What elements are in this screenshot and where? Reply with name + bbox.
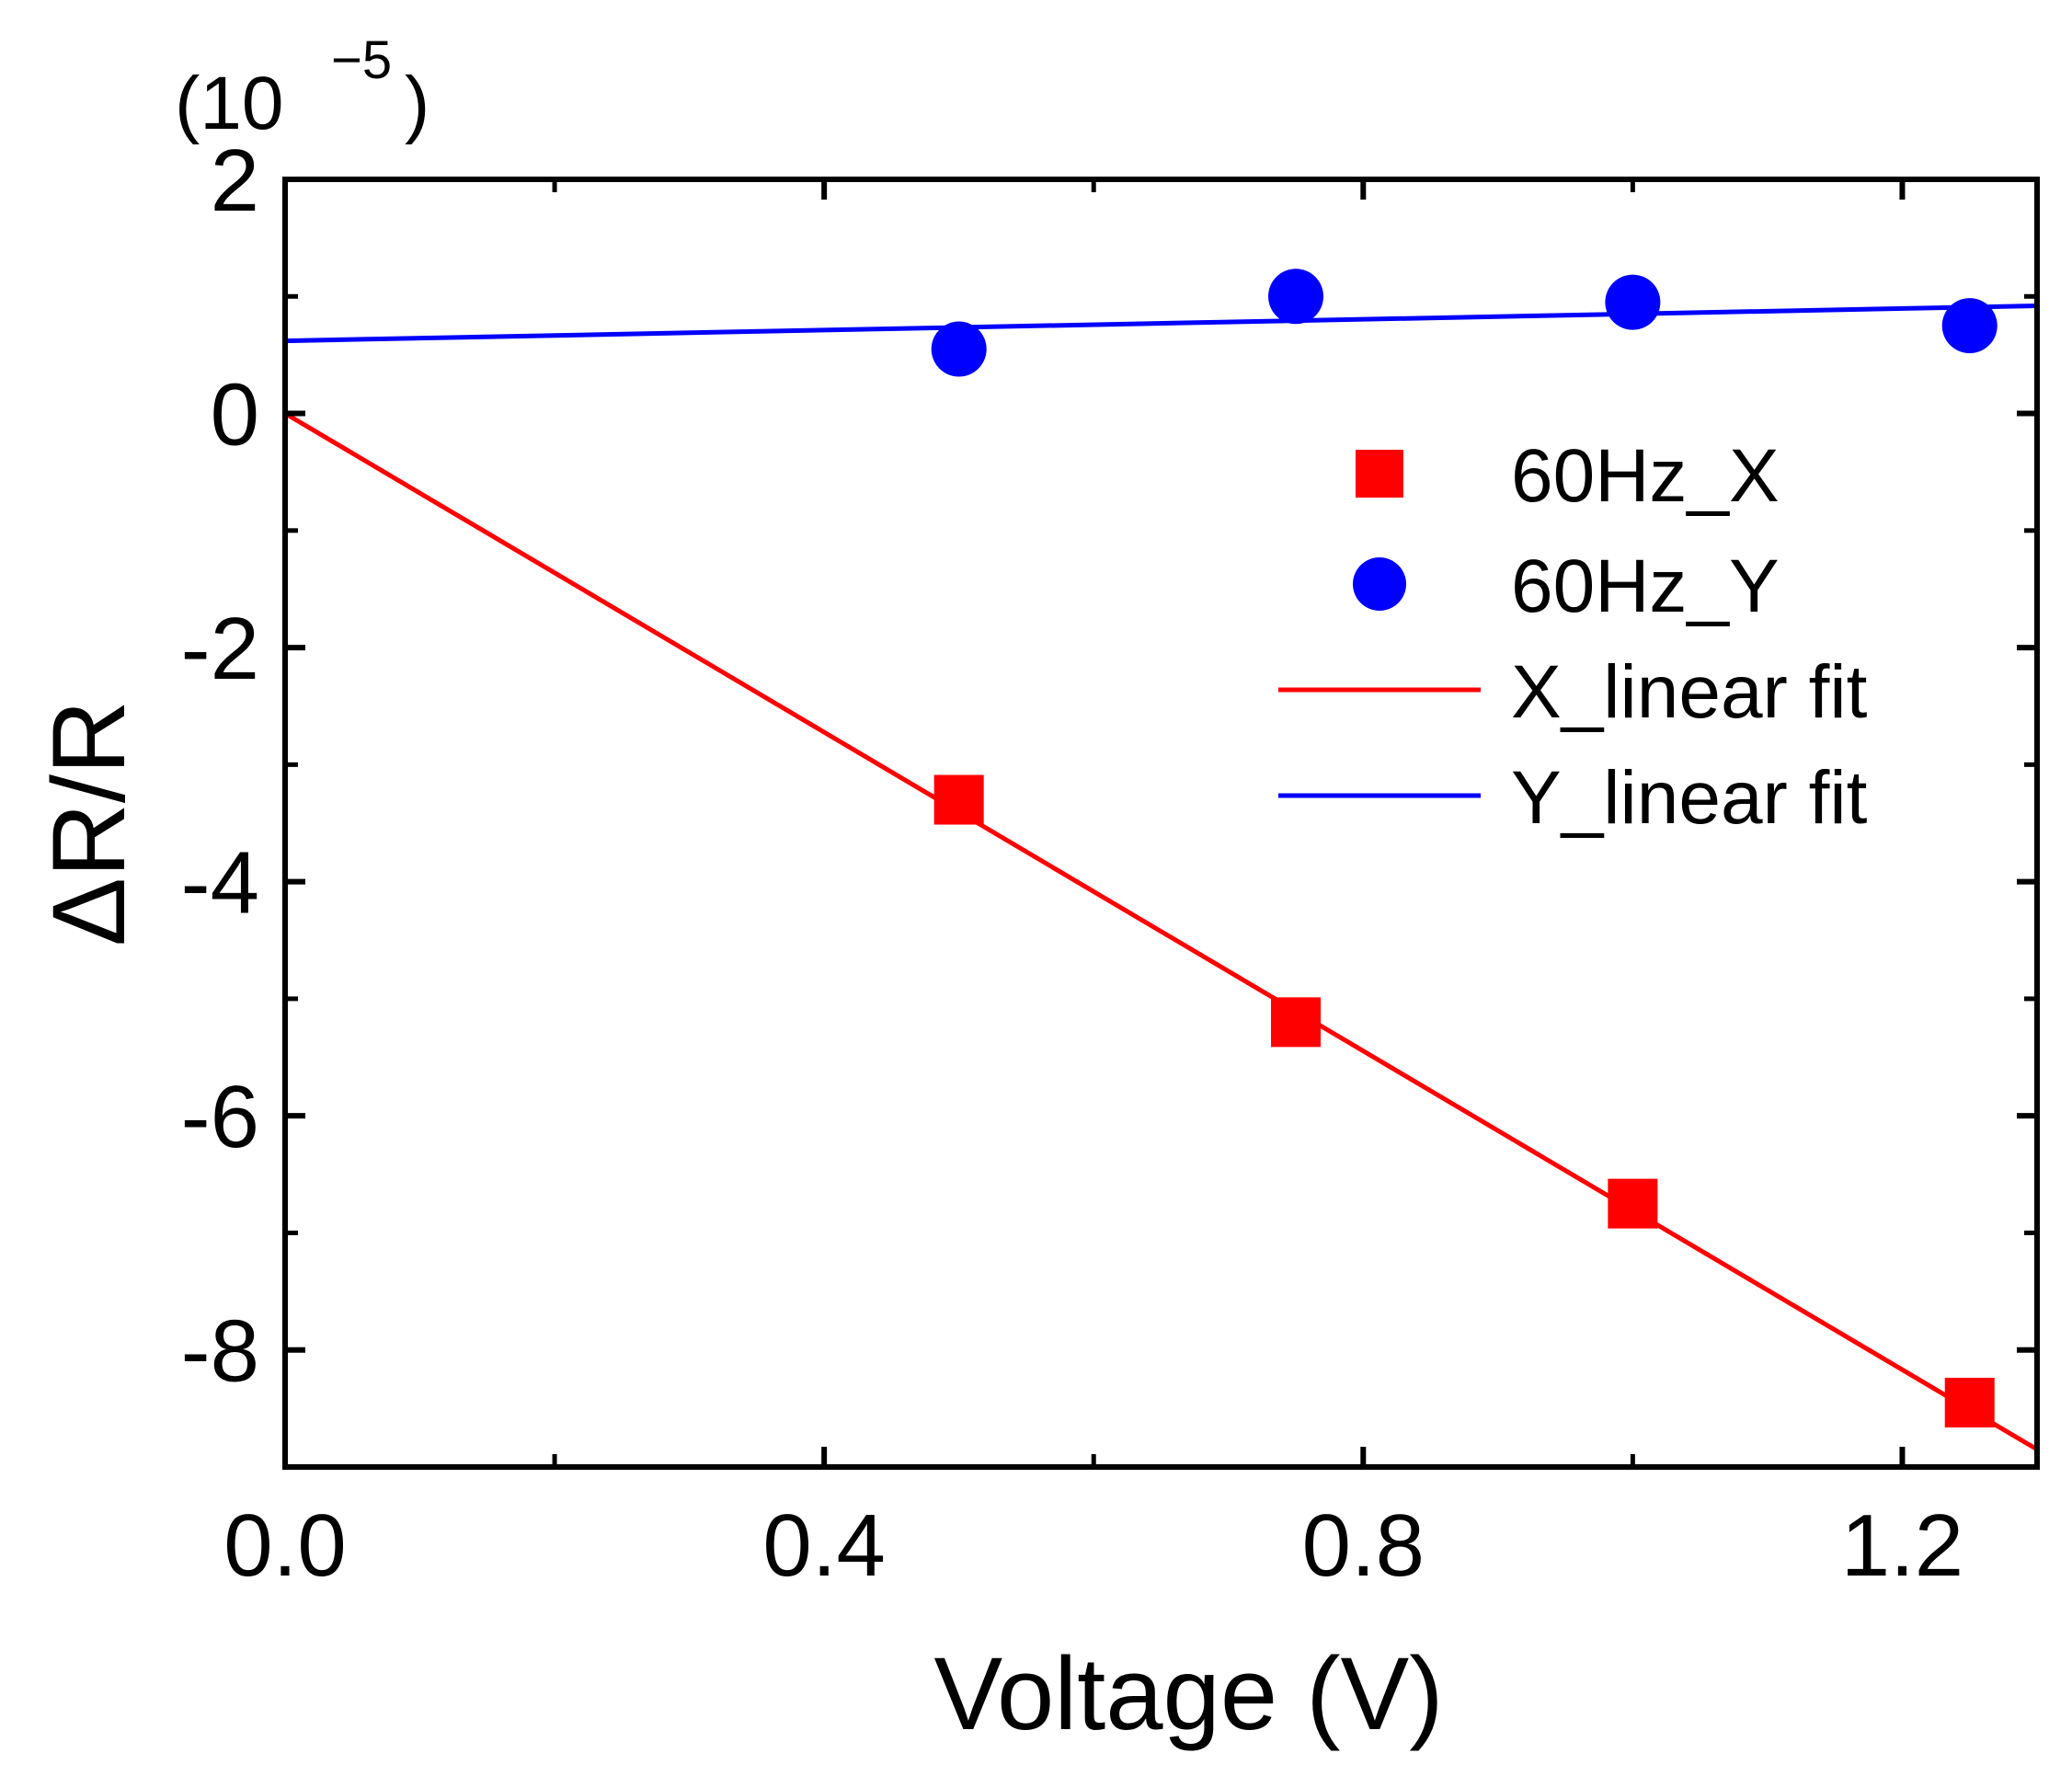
data-point-circle-3	[1941, 298, 1998, 354]
axes: 0.0 0.4 0.8 1.2 2 0 -2 -4 -6 -8	[181, 132, 2040, 1595]
fit-line-3	[285, 304, 2037, 344]
y-axis-title: ΔR/R	[31, 700, 146, 946]
legend-label-1: 60Hz_Y	[1511, 544, 1780, 628]
legend-label-0: 60Hz_X	[1511, 434, 1780, 518]
legend-label-3: Y_linear fit	[1511, 756, 1868, 840]
data-point-square-1	[1271, 997, 1322, 1048]
legend: 60Hz_X 60Hz_Y X_linear fit Y_linear fit	[1278, 434, 1868, 840]
data-point-square-3	[1944, 1378, 1995, 1427]
x-tick-label: 0.4	[762, 1496, 885, 1595]
data-point-circle-0	[931, 321, 987, 377]
y-multiplier-close: )	[405, 62, 429, 145]
x-tick-label: 0.0	[223, 1496, 346, 1595]
legend-square-marker	[1356, 450, 1403, 498]
y-tick-label: -2	[181, 600, 259, 698]
legend-label-2: X_linear fit	[1511, 650, 1868, 734]
data-point-circle-1	[1268, 269, 1324, 325]
y-tick-label: 2	[211, 132, 259, 230]
data-point-circle-2	[1605, 274, 1661, 330]
y-tick-label: -4	[181, 834, 259, 933]
y-multiplier-exponent: −5	[331, 30, 392, 90]
legend-circle-marker	[1353, 557, 1406, 611]
data-point-square-0	[933, 774, 984, 825]
y-tick-label: -6	[181, 1068, 259, 1166]
fit-lines	[285, 304, 2037, 1452]
data-point-square-2	[1608, 1178, 1658, 1229]
plot-frame	[282, 177, 2040, 1470]
y-tick-label: -8	[181, 1302, 259, 1401]
x-axis-title: Voltage (V)	[933, 1636, 1443, 1751]
axis-labels: Voltage (V) ΔR/R (10 −5)	[31, 30, 1444, 1751]
y-multiplier-base: (10	[175, 62, 284, 145]
x-tick-label: 1.2	[1841, 1496, 1963, 1595]
data-points	[931, 269, 1998, 1427]
x-tick-label: 0.8	[1302, 1496, 1425, 1595]
y-tick-label: 0	[211, 366, 259, 464]
fit-line-2	[285, 411, 2037, 1452]
